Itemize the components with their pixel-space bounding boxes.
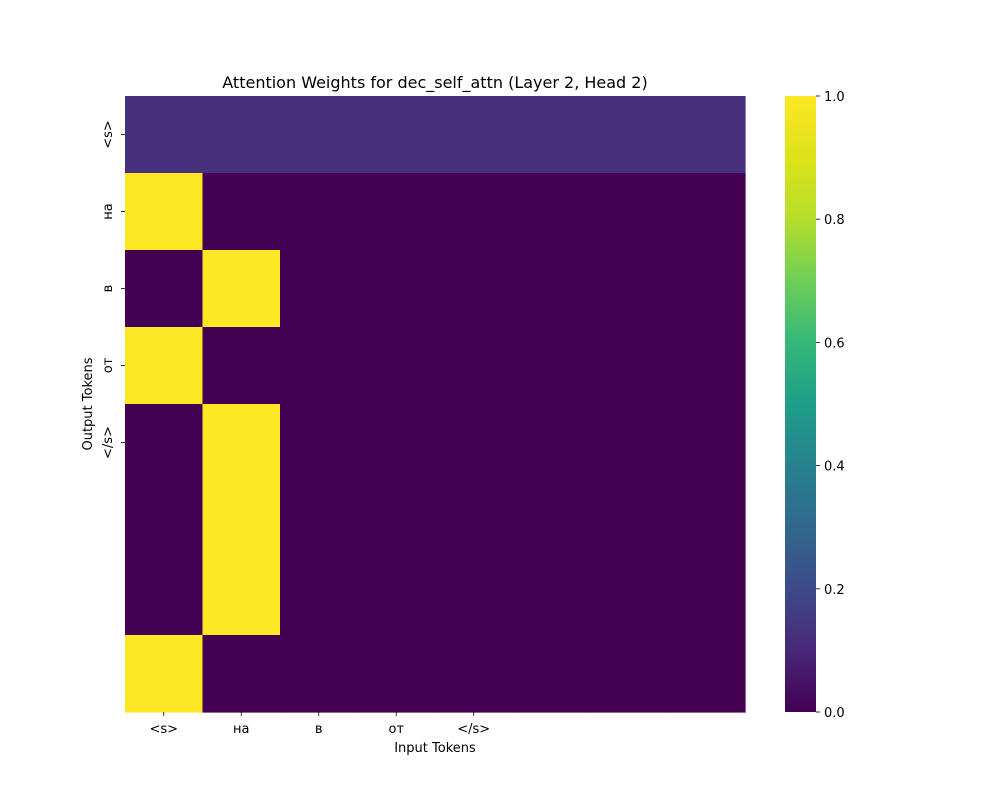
heatmap-cell [435,635,514,713]
heatmap-cell [667,96,746,174]
y-tick-label: в [101,285,116,293]
heatmap-cell [590,327,669,405]
heatmap-cell [435,327,514,405]
heatmap-cell [357,96,436,174]
heatmap-cell [512,558,591,636]
colorbar-ticks: 0.0 0.2 0.4 0.6 0.8 1.0 [816,90,845,721]
heatmap-cell [357,404,436,482]
heatmap-cell [590,635,669,713]
colorbar-tick-label: 0.8 [824,213,845,228]
heatmap-cell [125,404,204,482]
heatmap-cell [667,250,746,328]
heatmap-cell [125,327,204,405]
heatmap-cell [667,558,746,636]
heatmap-cell [435,558,514,636]
heatmap-cell [125,250,204,328]
heatmap-cell [125,558,204,636]
y-axis-label: Output Tokens [81,357,96,450]
y-tick-label: <s> [101,120,116,149]
heatmap-cell [202,404,281,482]
x-tick-label: <s> [149,722,178,737]
heatmap-cell [590,96,669,174]
heatmap-cell [667,481,746,559]
heatmap-cell [667,404,746,482]
x-tick-label: </s> [457,722,490,737]
heatmap-cell [435,96,514,174]
y-tick-label: от [101,357,116,373]
heatmap-cell [590,481,669,559]
heatmap-cell [357,481,436,559]
y-tick-label: на [101,203,116,219]
x-tick-label: на [233,722,249,737]
y-axis-ticks: <s> на в от </s> [101,120,125,459]
heatmap-cell [512,327,591,405]
heatmap-grid [125,96,746,713]
heatmap-cell [280,173,359,251]
heatmap-cell [435,250,514,328]
colorbar-tick-label: 0.4 [824,460,845,475]
heatmap-cell [667,173,746,251]
x-axis-ticks: <s> на в от </s> [149,712,490,737]
x-tick-label: в [315,722,323,737]
heatmap-cell [357,635,436,713]
heatmap-cell [435,481,514,559]
heatmap-cell [125,635,204,713]
heatmap-cell [590,404,669,482]
heatmap-cell [512,250,591,328]
heatmap-cell [512,404,591,482]
heatmap-cell [202,250,281,328]
heatmap-cell [202,481,281,559]
heatmap-cell [590,250,669,328]
heatmap-cell [202,96,281,174]
heatmap-cell [125,481,204,559]
heatmap-cell [280,404,359,482]
heatmap-cell [435,173,514,251]
heatmap-cell [280,250,359,328]
heatmap-cell [202,173,281,251]
heatmap-cell [512,96,591,174]
x-axis-label: Input Tokens [394,741,476,756]
heatmap-cell [280,327,359,405]
colorbar-tick-label: 0.2 [824,583,845,598]
colorbar-tick-label: 0.0 [824,706,845,721]
heatmap-cell [280,96,359,174]
heatmap-cell [590,173,669,251]
heatmap-cell [357,327,436,405]
heatmap-cell [357,250,436,328]
heatmap-cell [667,327,746,405]
heatmap-cell [202,327,281,405]
y-tick-label: </s> [101,426,116,459]
heatmap-cell [357,558,436,636]
heatmap-cell [667,635,746,713]
x-tick-label: от [388,722,404,737]
heatmap-cell [357,173,436,251]
heatmap-cell [202,635,281,713]
colorbar [785,96,816,712]
colorbar-tick-label: 1.0 [824,90,845,105]
heatmap-cell [280,558,359,636]
heatmap-cell [280,635,359,713]
heatmap-cell [512,635,591,713]
heatmap-cell [125,173,204,251]
heatmap-cell [590,558,669,636]
heatmap-cell [512,481,591,559]
heatmap-cell [512,173,591,251]
chart-title: Attention Weights for dec_self_attn (Lay… [222,73,647,93]
heatmap-cell [125,96,204,174]
colorbar-tick-label: 0.6 [824,336,845,351]
heatmap-cell [280,481,359,559]
heatmap-cell [202,558,281,636]
heatmap-cell [435,404,514,482]
